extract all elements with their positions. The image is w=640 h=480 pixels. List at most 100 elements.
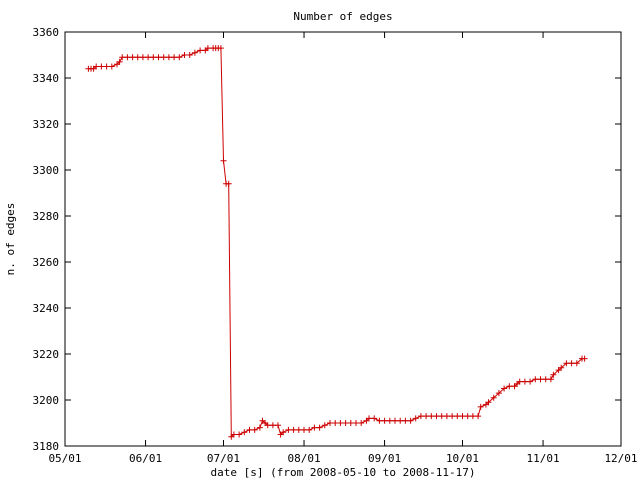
- y-axis-label: n. of edges: [4, 203, 17, 276]
- data-point-marker: [353, 420, 359, 426]
- data-point-marker: [506, 383, 513, 390]
- data-point-marker: [386, 417, 393, 424]
- data-point-marker: [542, 376, 549, 383]
- data-point-marker: [98, 63, 105, 70]
- data-point-marker: [220, 157, 227, 164]
- data-point-marker: [558, 364, 565, 371]
- series-edges: [85, 45, 588, 440]
- data-point-marker: [171, 54, 178, 61]
- plot-frame: [64, 31, 622, 447]
- y-tick-label: 3180: [33, 440, 60, 453]
- data-point-marker: [428, 413, 435, 420]
- data-point-marker: [454, 413, 461, 420]
- data-point-marker: [376, 417, 383, 424]
- y-axis: 3180 3200 3220 3240 3260 3280 3300 3320 3340 3360: [33, 26, 621, 453]
- data-point-marker: [176, 54, 183, 61]
- data-point-marker: [280, 429, 287, 436]
- y-tick-label: 3240: [33, 302, 60, 315]
- data-point-marker: [108, 63, 115, 70]
- data-point-marker: [264, 422, 271, 429]
- data-point-marker: [417, 413, 424, 420]
- data-point-marker: [521, 378, 528, 385]
- data-point-marker: [516, 378, 523, 385]
- data-point-marker: [129, 54, 136, 61]
- data-point-marker: [371, 415, 378, 422]
- data-point-marker: [337, 420, 344, 426]
- data-point-marker: [186, 52, 193, 58]
- data-point-marker: [145, 54, 152, 61]
- y-tick-label: 3360: [33, 26, 60, 39]
- data-point-marker: [165, 54, 172, 61]
- data-point-marker: [256, 424, 263, 431]
- data-point-marker: [477, 403, 484, 410]
- data-point-marker: [191, 49, 198, 56]
- data-point-marker: [358, 420, 365, 426]
- data-point-marker: [501, 385, 508, 392]
- data-point-marker: [181, 52, 188, 58]
- data-point-marker: [342, 420, 349, 426]
- data-point-marker: [134, 54, 141, 61]
- data-point-marker: [490, 394, 497, 401]
- data-point-marker: [397, 417, 404, 424]
- data-point-marker: [392, 417, 398, 424]
- data-point-marker: [150, 54, 157, 61]
- data-point-marker: [438, 413, 445, 420]
- y-tick-label: 3200: [33, 394, 60, 407]
- data-point-marker: [563, 360, 570, 367]
- data-point-marker: [285, 426, 292, 433]
- data-point-marker: [119, 54, 126, 61]
- data-point-marker: [230, 431, 237, 438]
- x-tick-label: 12/01: [604, 452, 637, 465]
- data-point-marker: [347, 420, 354, 426]
- x-tick-label: 06/01: [129, 452, 162, 465]
- data-point-marker: [301, 426, 307, 433]
- data-point-marker: [527, 378, 534, 385]
- data-point-marker: [197, 47, 204, 54]
- y-tick-label: 3300: [33, 164, 60, 177]
- data-point-marker: [475, 413, 482, 420]
- data-point-marker: [327, 420, 333, 426]
- data-point-marker: [423, 413, 430, 420]
- data-point-marker: [251, 426, 258, 433]
- y-tick-label: 3260: [33, 256, 60, 269]
- data-point-marker: [485, 399, 492, 406]
- data-point-marker: [160, 54, 167, 61]
- data-point-marker: [321, 422, 328, 429]
- y-tick-label: 3280: [33, 210, 60, 223]
- data-point-marker: [116, 58, 123, 65]
- data-point-marker: [295, 426, 302, 433]
- data-point-marker: [275, 422, 281, 429]
- data-point-marker: [433, 413, 440, 420]
- data-point-marker: [246, 426, 253, 433]
- data-point-marker: [225, 180, 232, 187]
- x-tick-label: 07/01: [207, 452, 240, 465]
- data-point-marker: [568, 360, 575, 367]
- data-point-marker: [412, 415, 419, 422]
- x-axis: 05/01 06/01 07/01 08/01 09/01 10/01 11/01 12/01: [48, 32, 638, 465]
- data-point-marker: [366, 415, 372, 422]
- series-line: [88, 47, 585, 438]
- x-axis-label: date [s] (from 2008-05-10 to 2008-11-17): [211, 466, 476, 479]
- x-tick-label: 05/01: [48, 452, 81, 465]
- data-point-marker: [236, 431, 243, 438]
- x-tick-label: 09/01: [368, 452, 401, 465]
- data-point-marker: [407, 417, 414, 424]
- data-point-marker: [581, 355, 588, 362]
- y-tick-label: 3320: [33, 118, 60, 131]
- data-point-marker: [139, 54, 146, 61]
- data-point-marker: [217, 45, 224, 52]
- y-tick-label: 3340: [33, 72, 60, 85]
- data-point-marker: [449, 413, 456, 420]
- data-point-marker: [93, 63, 100, 70]
- y-tick-label: 3220: [33, 348, 60, 361]
- data-point-marker: [469, 413, 476, 420]
- x-tick-label: 10/01: [446, 452, 479, 465]
- data-point-marker: [550, 371, 557, 378]
- chart-title: Number of edges: [293, 10, 392, 23]
- data-point-marker: [241, 429, 248, 436]
- data-point-marker: [459, 413, 466, 420]
- data-point-marker: [332, 420, 339, 426]
- data-point-marker: [155, 54, 162, 61]
- data-point-marker: [269, 422, 276, 429]
